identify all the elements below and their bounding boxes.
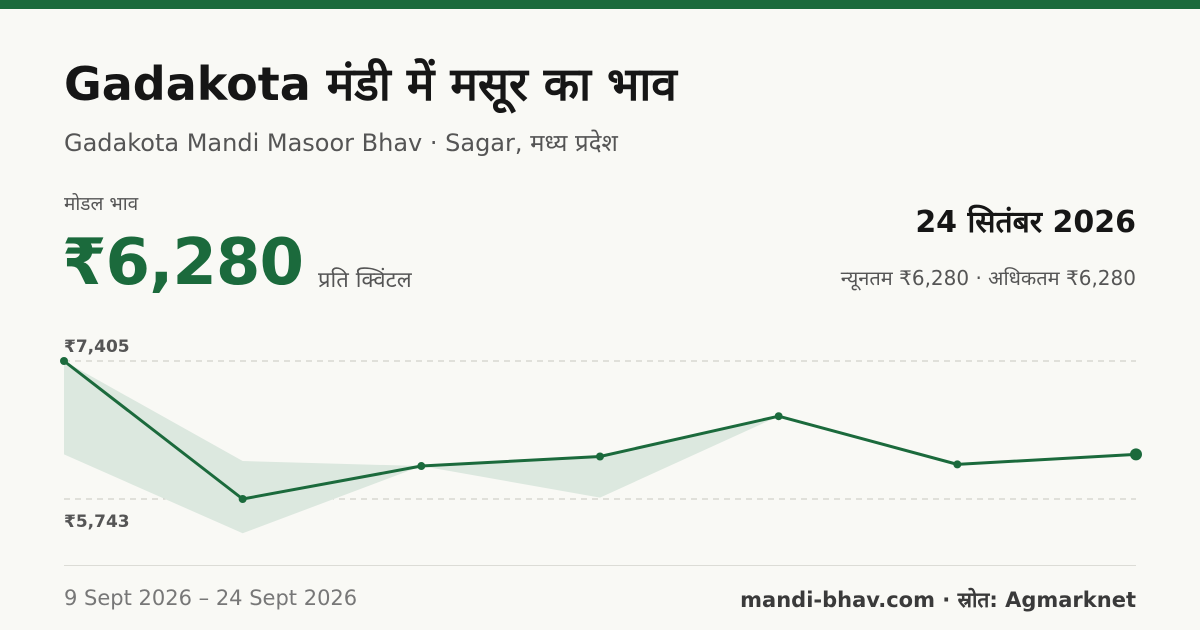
min-max-band (64, 361, 1136, 534)
page-subtitle: Gadakota Mandi Masoor Bhav · Sagar, मध्य… (64, 129, 618, 157)
data-point (596, 452, 604, 461)
price-value: ₹6,280 (62, 226, 304, 300)
y-max-label: ₹7,405 (64, 337, 130, 357)
chart-range-band (64, 361, 1136, 534)
top-accent-bar (0, 0, 1200, 9)
price-unit: प्रति क्विंटल (318, 268, 412, 293)
min-max-range: न्यूनतम ₹6,280 · अधिकतम ₹6,280 (840, 266, 1136, 290)
footer-source: mandi-bhav.com · स्रोत: Agmarknet (740, 588, 1136, 612)
footer-date-range: 9 Sept 2026 – 24 Sept 2026 (64, 586, 358, 610)
data-point (238, 495, 247, 503)
page-title: Gadakota मंडी में मसूर का भाव (64, 57, 677, 111)
price-date: 24 सितंबर 2026 (915, 205, 1136, 240)
price-label: मोडल भाव (64, 193, 139, 215)
data-point (774, 412, 783, 421)
footer-divider (64, 565, 1136, 566)
data-point (417, 462, 426, 471)
chart-points (60, 357, 1142, 503)
y-min-label: ₹5,743 (64, 512, 130, 532)
data-point (953, 460, 962, 469)
data-point (1130, 448, 1142, 461)
data-point (60, 357, 68, 365)
